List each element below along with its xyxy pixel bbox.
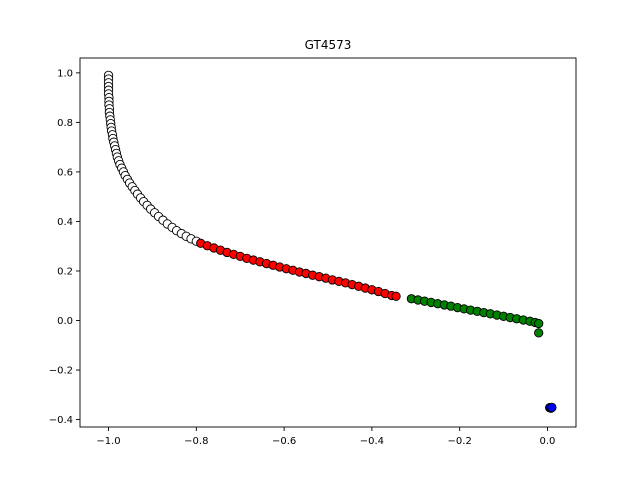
- x-tick-label: −0.8: [184, 436, 208, 447]
- points-layer: [103, 70, 557, 413]
- y-tick-label: 0.6: [57, 167, 73, 178]
- y-tick-label: 0.2: [57, 266, 73, 277]
- x-tick-label: 0.0: [540, 436, 556, 447]
- chart-title: GT4573: [305, 38, 352, 52]
- scatter-point-s2-21: [534, 328, 544, 338]
- scatter-point-s1-30: [391, 291, 401, 301]
- x-tick-label: −0.4: [360, 436, 384, 447]
- y-tick-label: 0.0: [57, 316, 73, 327]
- y-tick-label: −0.2: [49, 366, 73, 377]
- y-tick-label: 1.0: [57, 68, 73, 79]
- y-tick-label: 0.4: [57, 217, 73, 228]
- x-tick-label: −0.6: [272, 436, 296, 447]
- y-tick-label: 0.8: [57, 118, 73, 129]
- y-tick-label: −0.4: [49, 415, 73, 426]
- x-tick-label: −1.0: [96, 436, 120, 447]
- scatter-point-s2-20: [534, 318, 544, 329]
- scatter-point-s3-2: [547, 402, 557, 413]
- y-axis-ticks: −0.4 −0.2 0.0 0.2 0.4 0.6 0.8 1.0: [49, 68, 80, 426]
- x-axis-ticks: −1.0 −0.8 −0.6 −0.4 −0.2 0.0: [96, 427, 555, 447]
- plot-frame: [79, 57, 577, 428]
- x-tick-label: −0.2: [448, 436, 472, 447]
